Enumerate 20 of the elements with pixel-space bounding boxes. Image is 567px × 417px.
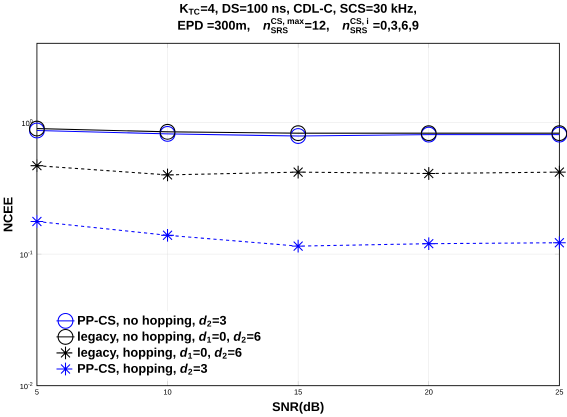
point	[290, 125, 306, 142]
point	[160, 228, 174, 242]
legend-label: legacy, hopping, d$_{1}$=0, d$_{2}$=6	[78, 347, 242, 360]
point	[552, 236, 566, 250]
point	[291, 165, 306, 179]
chart-title: K$_{TC}$=4, DS=100 ns, CDL-C, SCS=30 kHz,	[180, 3, 416, 15]
point	[422, 236, 436, 250]
point	[552, 165, 566, 179]
point	[290, 128, 306, 144]
point	[30, 214, 44, 228]
x-axis-title: SNR(dB)	[272, 402, 324, 414]
point	[422, 166, 436, 180]
legend-label: PP-CS, no hopping, d$_{2}$=3	[78, 315, 226, 328]
point	[291, 239, 306, 253]
legend-label: legacy, no hopping, d$_{1}$=0, d$_{2}$=6	[78, 331, 261, 344]
point	[30, 158, 44, 172]
chart-subtitle: $\textbf{EPD =300m,}\quad \textbf{\textit{n}}^{\textbf{CS, max}}_{\textbf{SRS}}\textbf{=12,}\quad \textbf{\textit{n}}^{\textbf{CS, i}}_{\textbf{SRS}}\textbf{ =0,3,6,9}$	[178, 18, 418, 34]
legend-label: PP-CS, hopping, d$_{2}$=3	[78, 364, 208, 376]
y-axis-title: NCEE	[4, 197, 12, 232]
point	[160, 168, 174, 182]
